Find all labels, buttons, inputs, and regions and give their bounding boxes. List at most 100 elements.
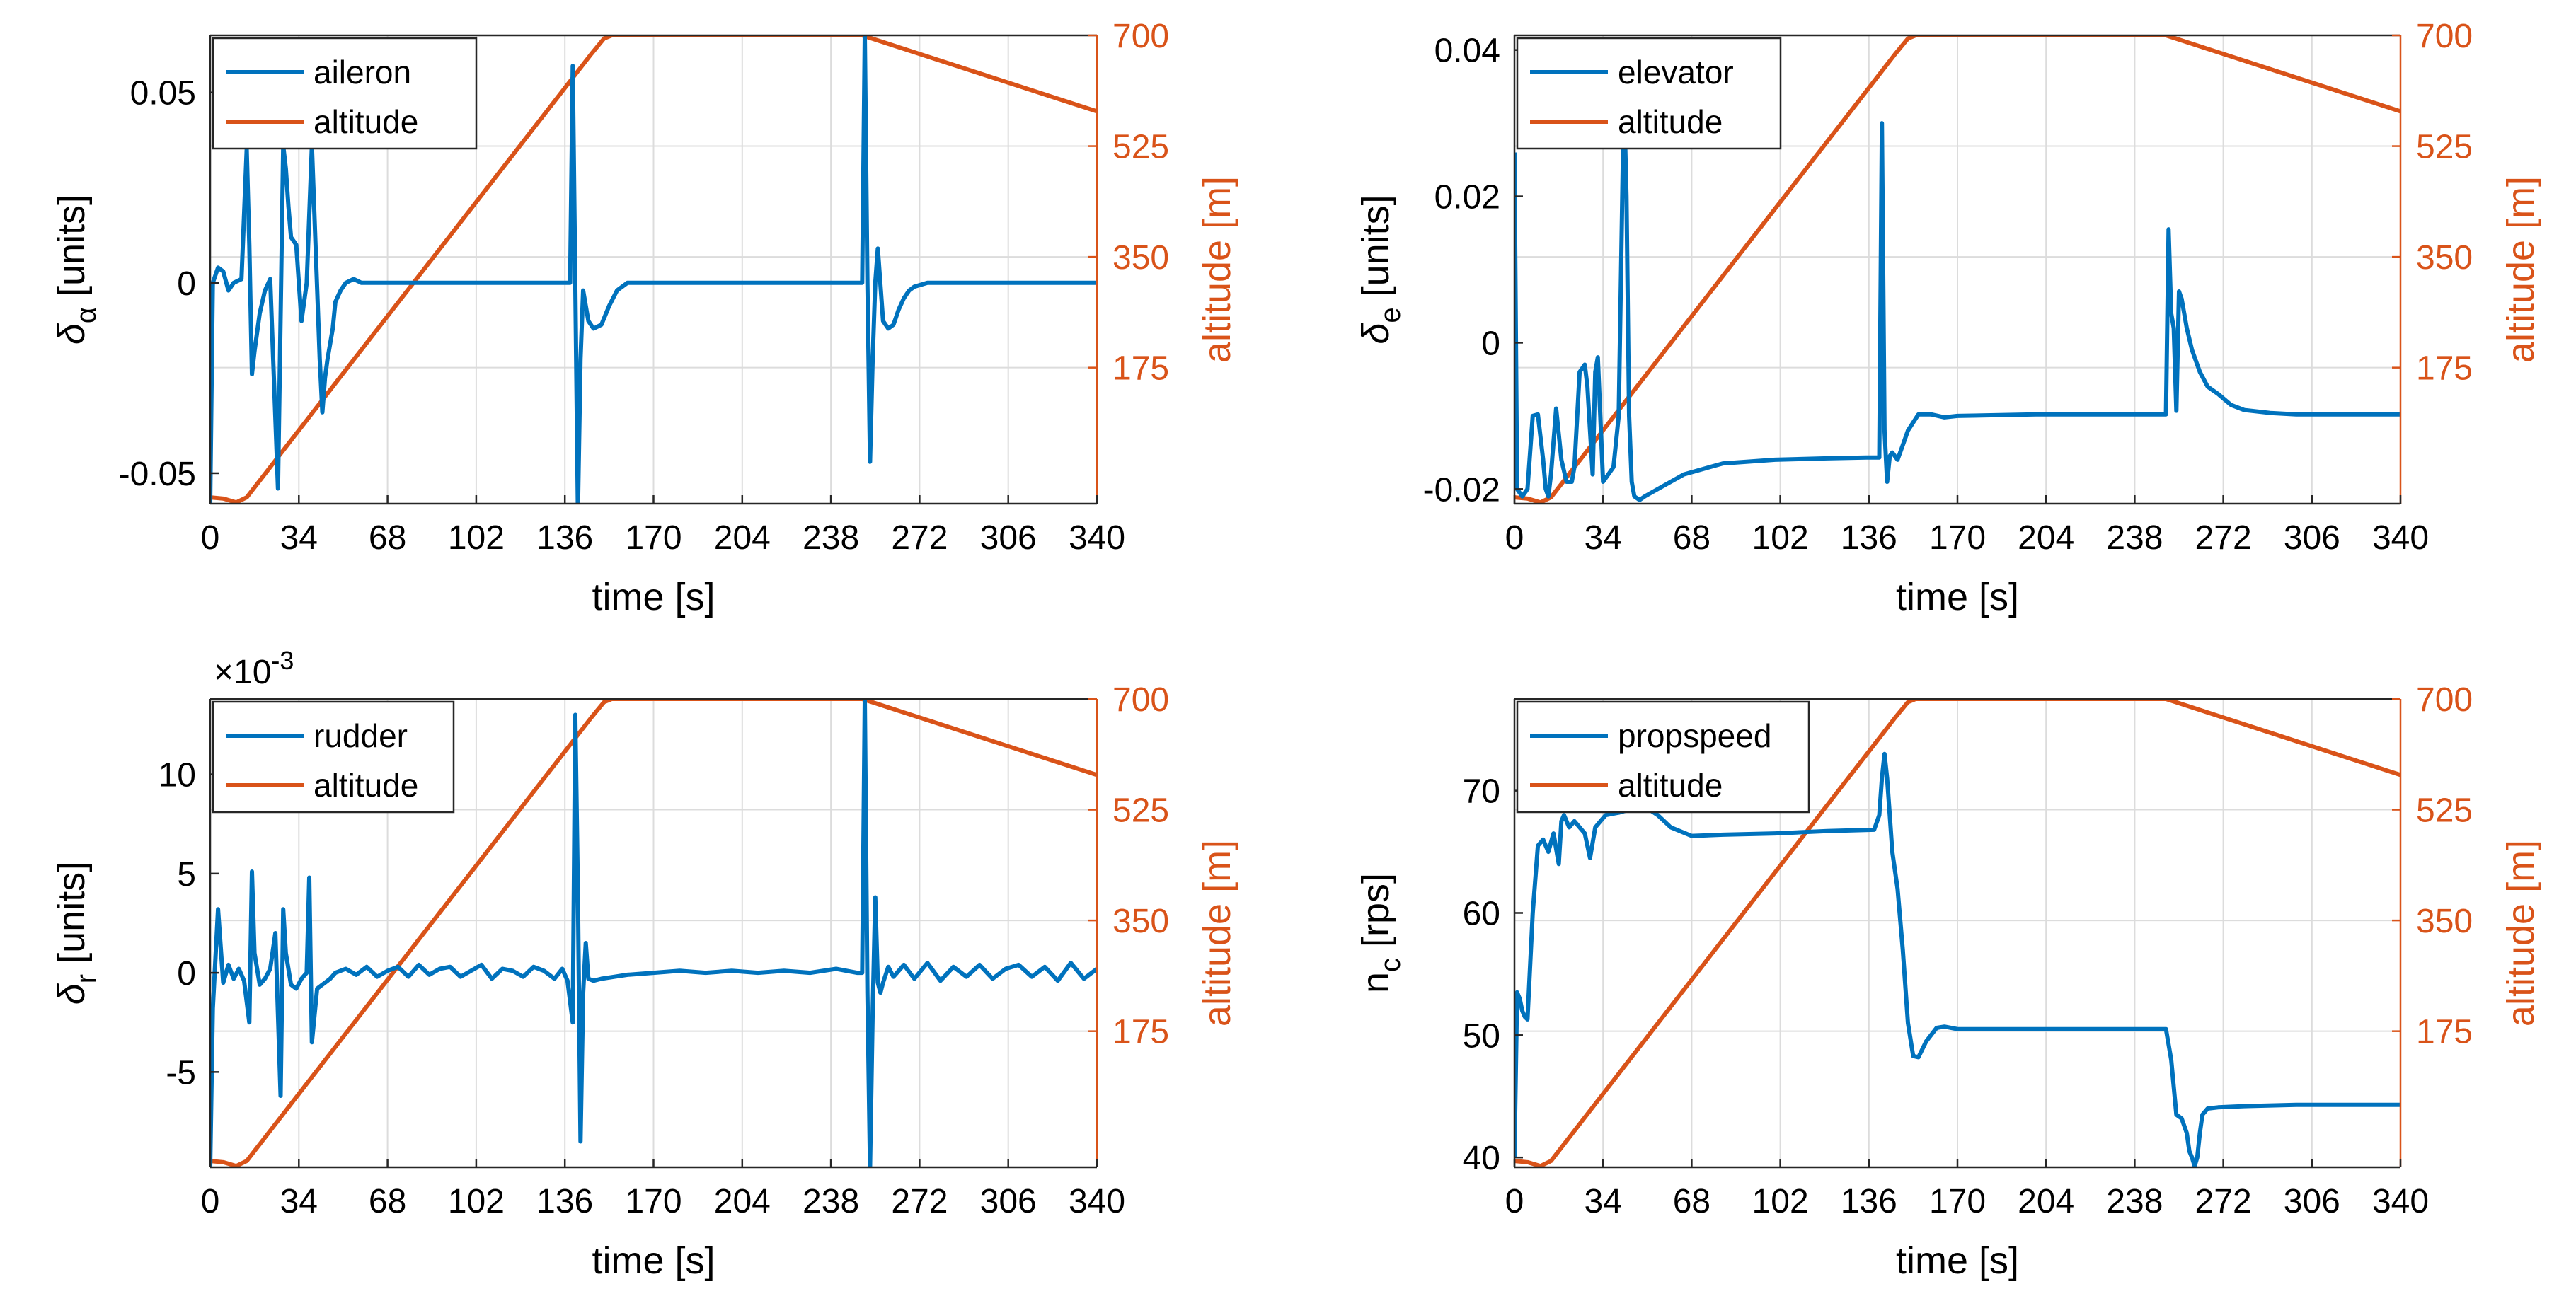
x-tick-label: 68 [369,1183,406,1220]
x-tick-label: 238 [2106,519,2163,557]
x-tick-label: 34 [1585,519,1622,557]
x-tick-label: 0 [1505,519,1524,557]
y-tick-label: -0.02 [1423,471,1500,509]
x-tick-label: 238 [2106,1183,2163,1220]
legend: propspeed altitude [1516,700,1810,814]
x-tick-label: 272 [891,519,948,557]
legend-label: rudder [314,717,408,754]
propspeed-series-line [1514,751,2400,1167]
y2-tick-label: 525 [1112,129,1169,166]
chart-panel-2: 0 34 68 102 136 170 204 238 272 306 340-0.0200.020… [1355,18,2542,618]
y-axis-title: δα [units] [50,195,102,345]
x-tick-label: 0 [1505,1183,1524,1220]
x-tick-label: 136 [1841,519,1897,557]
y2-tick-label: 700 [1112,18,1169,55]
x-tick-label: 340 [1069,519,1125,557]
y-tick-label: -5 [166,1054,196,1092]
x-tick-label: 102 [448,1183,505,1220]
rudder-series-line [210,699,1097,1167]
x-tick-label: 238 [803,1183,859,1220]
aileron-series-line [210,35,1097,504]
y-axis-title: δe [units] [1355,195,1406,344]
legend-label: altitude [1618,103,1723,140]
x-tick-label: 204 [2018,519,2074,557]
y2-tick-label: 350 [1112,239,1169,277]
x-tick-label: 68 [1673,1183,1710,1220]
y-exponent-label: ×10-3 [214,646,294,691]
y2-tick-label: 350 [2416,239,2473,277]
x-tick-label: 340 [1069,1183,1125,1220]
x-tick-label: 170 [1929,519,1986,557]
y-tick-label: 40 [1463,1140,1500,1177]
elevator-series-line [1514,91,2400,502]
legend-label: altitude [1618,767,1723,804]
x-tick-label: 0 [201,1183,220,1220]
altitude-series-line [210,699,1097,1167]
y-axis-title: nc [rps] [1355,873,1406,993]
y-tick-label: 0 [177,955,196,993]
x-tick-label: 102 [1752,1183,1809,1220]
y-tick-label: 70 [1463,773,1500,811]
x-tick-label: 136 [1841,1183,1897,1220]
x-tick-label: 306 [2284,1183,2340,1220]
x-tick-label: 170 [625,1183,682,1220]
x-tick-label: 238 [803,519,859,557]
x-axis-title: time [s] [1896,1239,2019,1282]
x-tick-label: 272 [891,1183,948,1220]
y-tick-label: 0.04 [1434,33,1500,70]
x-tick-label: 272 [2195,1183,2252,1220]
y-tick-label: 0 [1481,325,1500,362]
x-tick-label: 170 [625,519,682,557]
y2-axis-title: altitude [m] [2500,176,2542,363]
y2-tick-label: 175 [2416,1014,2473,1051]
x-tick-label: 204 [714,519,771,557]
legend: rudder altitude [212,700,455,814]
x-tick-label: 136 [536,519,593,557]
x-tick-label: 340 [2372,1183,2429,1220]
legend-label: elevator [1618,54,1734,91]
x-tick-label: 102 [448,519,505,557]
y2-axis-title: altitude [m] [1196,840,1238,1026]
legend-box [212,37,478,150]
chart-panel-1: 0 34 68 102 136 170 204 238 272 306 340-0.0500.051… [50,18,1238,618]
y2-tick-label: 700 [2416,18,2473,55]
y2-tick-label: 350 [1112,903,1169,940]
y-tick-label: 0.02 [1434,179,1500,216]
legend-label: propspeed [1618,717,1771,754]
y2-tick-label: 525 [2416,792,2473,830]
x-axis-title: time [s] [592,576,715,618]
y-axis-title: δr [units] [50,862,102,1005]
y2-tick-label: 350 [2416,903,2473,940]
legend: aileron altitude [212,37,478,150]
x-tick-label: 272 [2195,519,2252,557]
legend-box [1516,700,1810,814]
y-tick-label: -0.05 [119,456,196,493]
y-tick-label: 0 [177,265,196,303]
y2-axis-title: altitude [m] [2500,840,2542,1026]
y-tick-label: 50 [1463,1017,1500,1055]
legend-label: altitude [314,103,418,140]
x-tick-label: 306 [980,1183,1037,1220]
x-tick-label: 34 [280,1183,318,1220]
y2-tick-label: 525 [1112,792,1169,830]
x-tick-label: 68 [1673,519,1710,557]
y-tick-label: 5 [177,856,196,893]
chart-panel-3: 0 34 68 102 136 170 204 238 272 306 340 -5 0 5 10 175 35… [50,646,1238,1282]
x-tick-label: 340 [2372,519,2429,557]
x-tick-label: 68 [369,519,406,557]
x-tick-label: 102 [1752,519,1809,557]
x-tick-label: 306 [980,519,1037,557]
x-tick-label: 136 [536,1183,593,1220]
y-tick-label: 0.05 [130,75,196,112]
x-tick-label: 204 [2018,1183,2074,1220]
altitude-series-line [210,35,1097,504]
y2-tick-label: 175 [1112,1014,1169,1051]
legend-box [1516,37,1782,150]
y2-axis-title: altitude [m] [1196,176,1238,363]
x-tick-label: 306 [2284,519,2340,557]
legend: elevator altitude [1516,37,1782,150]
y2-tick-label: 175 [1112,350,1169,388]
legend-label: aileron [314,54,411,91]
legend-label: altitude [314,767,418,804]
